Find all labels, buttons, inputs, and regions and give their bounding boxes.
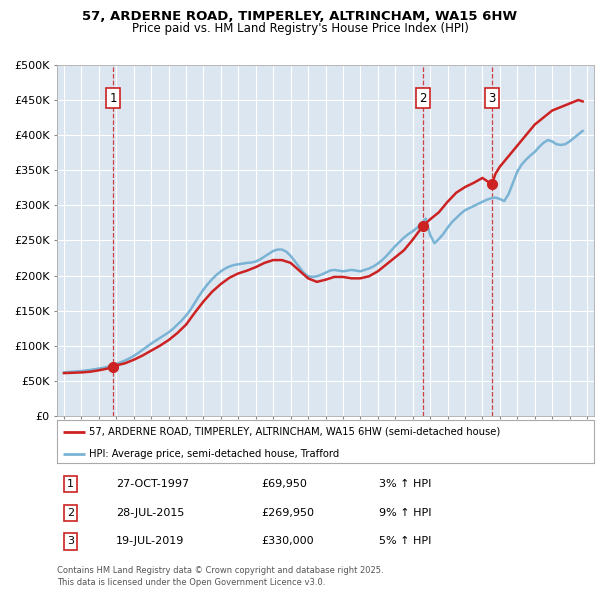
Text: 3: 3 <box>67 536 74 546</box>
Text: 57, ARDERNE ROAD, TIMPERLEY, ALTRINCHAM, WA15 6HW: 57, ARDERNE ROAD, TIMPERLEY, ALTRINCHAM,… <box>82 10 518 23</box>
Text: Contains HM Land Registry data © Crown copyright and database right 2025.
This d: Contains HM Land Registry data © Crown c… <box>57 566 383 587</box>
Text: 3% ↑ HPI: 3% ↑ HPI <box>379 479 431 489</box>
Text: £330,000: £330,000 <box>261 536 314 546</box>
Text: £69,950: £69,950 <box>261 479 307 489</box>
Text: 1: 1 <box>67 479 74 489</box>
Text: 1: 1 <box>109 92 117 105</box>
Text: 3: 3 <box>488 92 496 105</box>
Text: 5% ↑ HPI: 5% ↑ HPI <box>379 536 431 546</box>
Text: 2: 2 <box>67 508 74 517</box>
Text: 28-JUL-2015: 28-JUL-2015 <box>116 508 184 517</box>
Text: HPI: Average price, semi-detached house, Trafford: HPI: Average price, semi-detached house,… <box>89 448 340 458</box>
Text: £269,950: £269,950 <box>261 508 314 517</box>
Text: 27-OCT-1997: 27-OCT-1997 <box>116 479 189 489</box>
Text: 57, ARDERNE ROAD, TIMPERLEY, ALTRINCHAM, WA15 6HW (semi-detached house): 57, ARDERNE ROAD, TIMPERLEY, ALTRINCHAM,… <box>89 427 500 437</box>
Text: 9% ↑ HPI: 9% ↑ HPI <box>379 508 432 517</box>
Text: Price paid vs. HM Land Registry's House Price Index (HPI): Price paid vs. HM Land Registry's House … <box>131 22 469 35</box>
Text: 2: 2 <box>419 92 427 105</box>
Text: 19-JUL-2019: 19-JUL-2019 <box>116 536 184 546</box>
